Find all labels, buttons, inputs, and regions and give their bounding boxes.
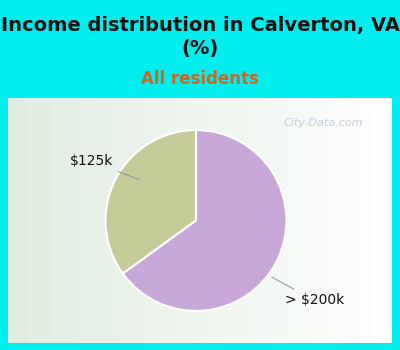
Wedge shape (106, 130, 196, 274)
Text: > $200k: > $200k (272, 277, 344, 307)
Text: $125k: $125k (69, 154, 139, 180)
Text: City-Data.com: City-Data.com (283, 118, 363, 127)
Text: All residents: All residents (141, 70, 259, 88)
Wedge shape (123, 130, 286, 311)
Text: Income distribution in Calverton, VA
(%): Income distribution in Calverton, VA (%) (0, 15, 400, 58)
